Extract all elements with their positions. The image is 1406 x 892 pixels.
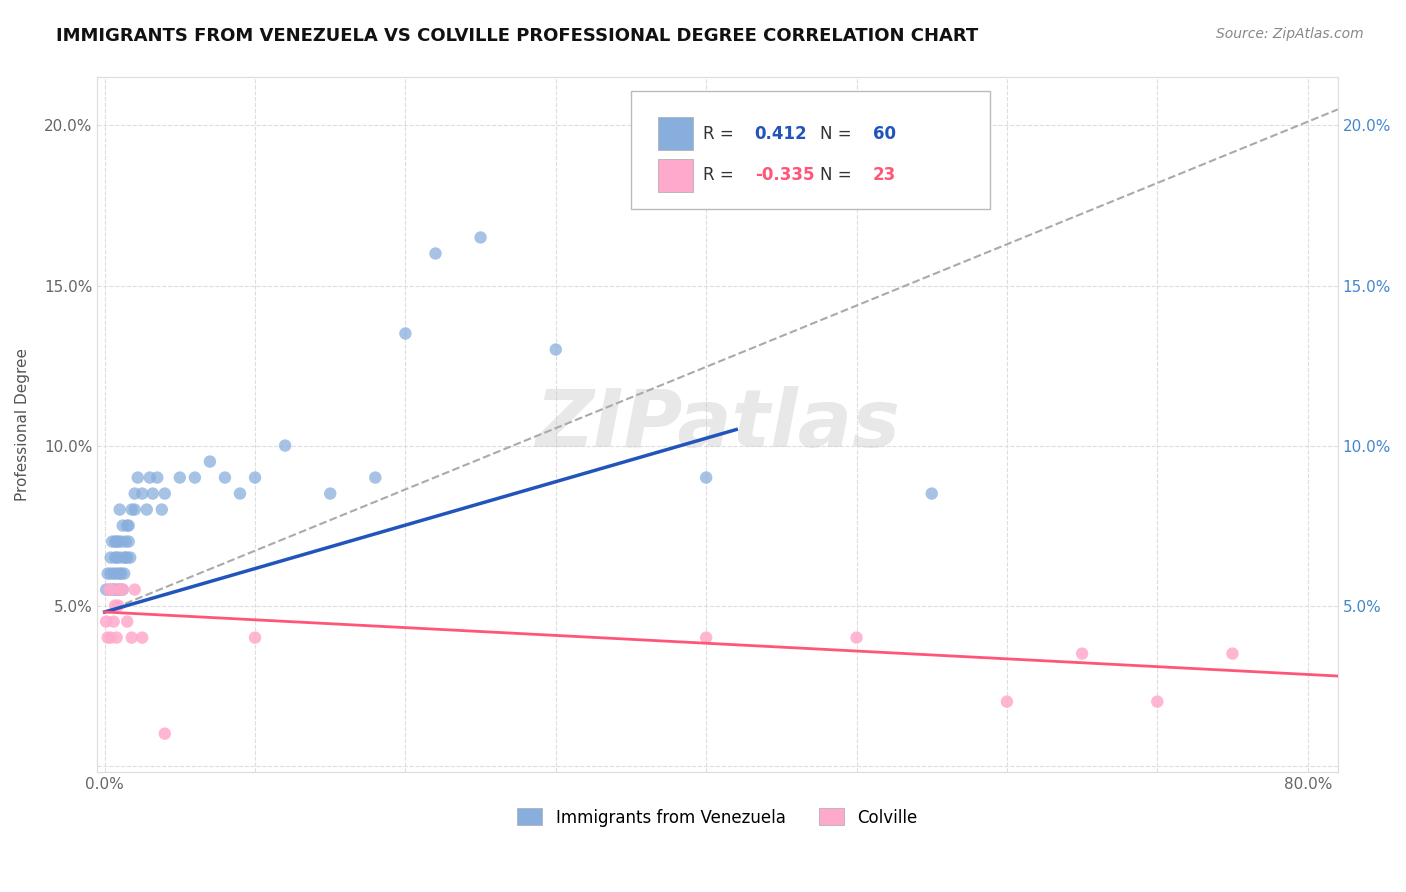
Point xyxy=(995,695,1018,709)
Point xyxy=(118,534,141,549)
Point xyxy=(105,550,128,565)
Point xyxy=(105,631,128,645)
Point xyxy=(97,566,120,581)
Point xyxy=(150,502,173,516)
Point xyxy=(470,230,492,244)
Point xyxy=(120,550,142,565)
Point xyxy=(108,502,131,516)
Point xyxy=(229,486,252,500)
Point xyxy=(107,599,129,613)
Point xyxy=(112,550,135,565)
Point xyxy=(1222,647,1244,661)
Point xyxy=(845,631,868,645)
Point xyxy=(112,566,135,581)
Point xyxy=(121,502,143,516)
Point xyxy=(100,631,122,645)
Point xyxy=(103,566,125,581)
Point xyxy=(139,470,162,484)
Point xyxy=(105,566,128,581)
Point xyxy=(107,534,129,549)
Point xyxy=(131,486,153,500)
Point xyxy=(111,518,134,533)
Legend: Immigrants from Venezuela, Colville: Immigrants from Venezuela, Colville xyxy=(510,802,924,833)
Text: Source: ZipAtlas.com: Source: ZipAtlas.com xyxy=(1216,27,1364,41)
Point xyxy=(153,726,176,740)
Point xyxy=(103,615,125,629)
Point xyxy=(135,502,157,516)
Point xyxy=(124,502,146,516)
Text: IMMIGRANTS FROM VENEZUELA VS COLVILLE PROFESSIONAL DEGREE CORRELATION CHART: IMMIGRANTS FROM VENEZUELA VS COLVILLE PR… xyxy=(56,27,979,45)
Point xyxy=(319,486,342,500)
Point xyxy=(104,534,127,549)
FancyBboxPatch shape xyxy=(658,159,693,192)
Point xyxy=(364,470,387,484)
Text: N =: N = xyxy=(821,125,858,143)
Point xyxy=(198,454,221,468)
Y-axis label: Professional Degree: Professional Degree xyxy=(15,348,30,501)
Text: ZIPatlas: ZIPatlas xyxy=(534,385,900,464)
Point xyxy=(100,550,122,565)
Point xyxy=(111,582,134,597)
Point xyxy=(115,550,138,565)
Point xyxy=(695,631,717,645)
Point xyxy=(110,534,132,549)
Text: -0.335: -0.335 xyxy=(755,167,814,185)
Point xyxy=(115,518,138,533)
Point xyxy=(100,566,122,581)
Point xyxy=(101,534,124,549)
Point xyxy=(184,470,207,484)
Point xyxy=(104,582,127,597)
Text: 60: 60 xyxy=(873,125,896,143)
Point xyxy=(105,534,128,549)
Point xyxy=(94,582,117,597)
Point xyxy=(124,486,146,500)
Point xyxy=(1146,695,1168,709)
Point xyxy=(127,470,149,484)
Point xyxy=(97,631,120,645)
Point xyxy=(101,582,124,597)
Point xyxy=(118,518,141,533)
Point xyxy=(108,566,131,581)
Point xyxy=(111,582,134,597)
Text: R =: R = xyxy=(703,125,738,143)
Point xyxy=(110,566,132,581)
Point xyxy=(544,343,567,357)
Point xyxy=(114,534,136,549)
FancyBboxPatch shape xyxy=(658,117,693,151)
Point xyxy=(243,470,266,484)
Point xyxy=(108,582,131,597)
Point xyxy=(124,582,146,597)
Point xyxy=(425,246,447,260)
Point xyxy=(146,470,169,484)
Point xyxy=(114,550,136,565)
Point xyxy=(142,486,165,500)
Point xyxy=(115,615,138,629)
Text: R =: R = xyxy=(703,167,738,185)
Point xyxy=(169,470,191,484)
Point xyxy=(1071,647,1094,661)
Point xyxy=(274,438,297,452)
Point xyxy=(394,326,416,341)
Point xyxy=(98,582,121,597)
Point xyxy=(103,582,125,597)
Point xyxy=(153,486,176,500)
Point xyxy=(131,631,153,645)
Point xyxy=(104,550,127,565)
Point xyxy=(101,582,124,597)
Point xyxy=(695,470,717,484)
Point xyxy=(121,631,143,645)
Point xyxy=(921,486,943,500)
Text: 23: 23 xyxy=(873,167,896,185)
Point xyxy=(98,582,121,597)
Point xyxy=(107,582,129,597)
Point xyxy=(108,550,131,565)
Point xyxy=(108,582,131,597)
Point xyxy=(104,599,127,613)
Point xyxy=(94,615,117,629)
FancyBboxPatch shape xyxy=(631,91,990,210)
Text: 0.412: 0.412 xyxy=(755,125,807,143)
Point xyxy=(214,470,236,484)
Point xyxy=(243,631,266,645)
Text: N =: N = xyxy=(821,167,858,185)
